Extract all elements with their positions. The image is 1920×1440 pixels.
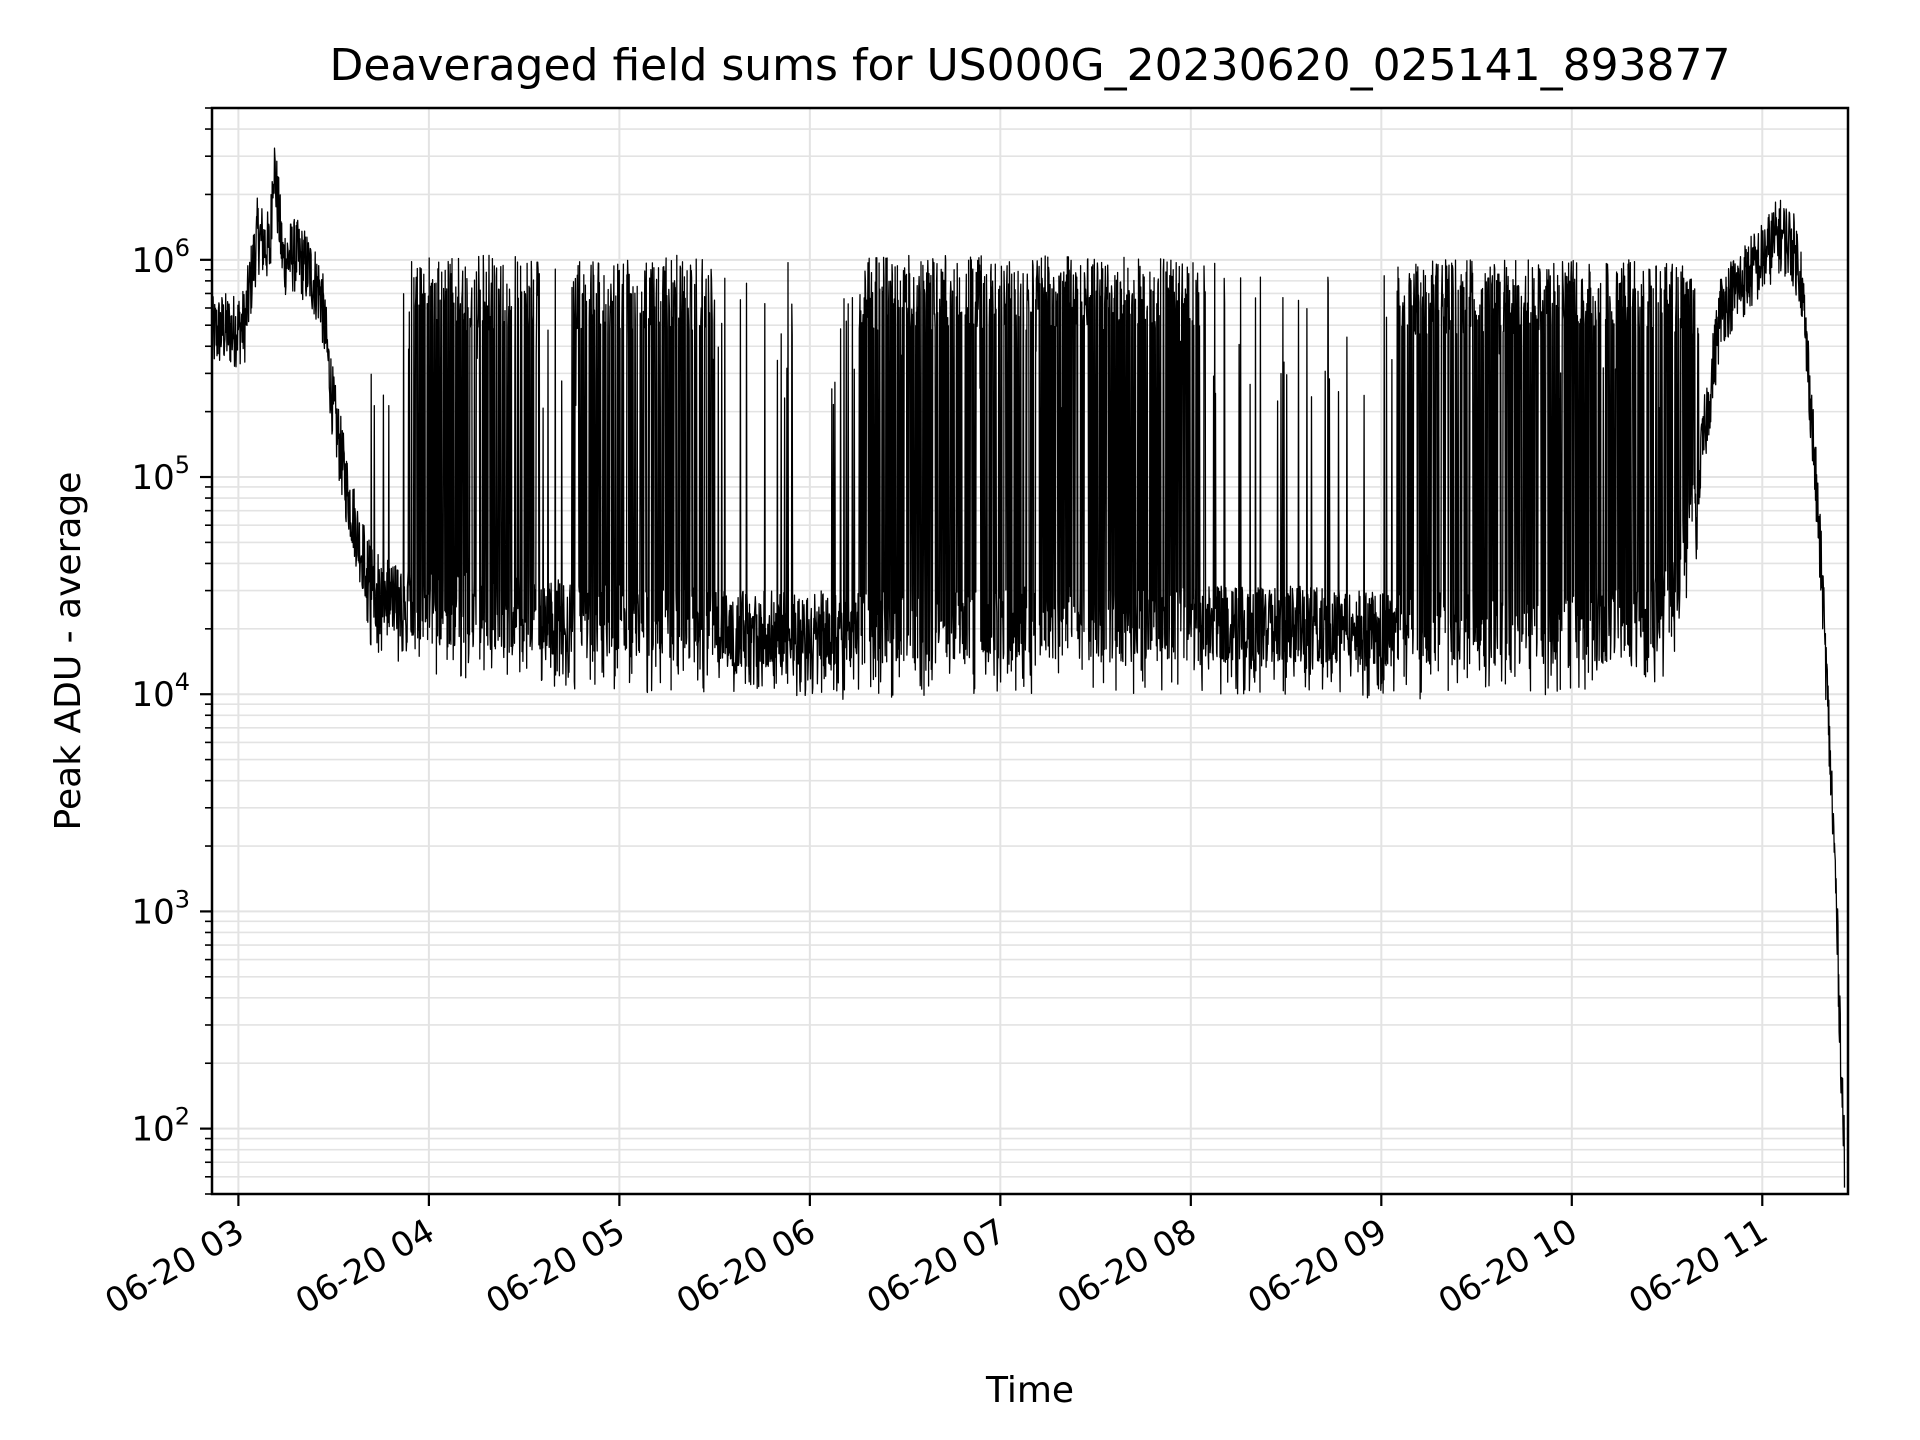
series-line [211,147,1846,1188]
y-tick-base: 10 [131,1110,174,1150]
y-tick-label: 103 [131,885,190,932]
series-group [211,147,1846,1188]
y-axis-label: Peak ADU - average [48,472,89,831]
y-tick-exponent: 6 [175,234,190,262]
y-tick-base: 10 [131,892,174,932]
y-tick-label: 105 [131,451,190,498]
y-tick-label: 104 [131,668,190,715]
y-tick-label: 106 [131,234,190,281]
y-tick-exponent: 5 [175,451,190,479]
chart-title: Deaveraged field sums for US000G_2023062… [329,40,1730,91]
y-tick-base: 10 [131,675,174,715]
x-axis-label: Time [985,1370,1074,1411]
y-tick-base: 10 [131,458,174,498]
y-tick-base: 10 [131,241,174,281]
plot-frame [210,106,1850,1196]
y-tick-exponent: 4 [175,668,190,696]
y-tick-exponent: 2 [175,1103,190,1131]
y-tick-exponent: 3 [175,885,190,913]
y-tick-label: 102 [131,1103,190,1150]
